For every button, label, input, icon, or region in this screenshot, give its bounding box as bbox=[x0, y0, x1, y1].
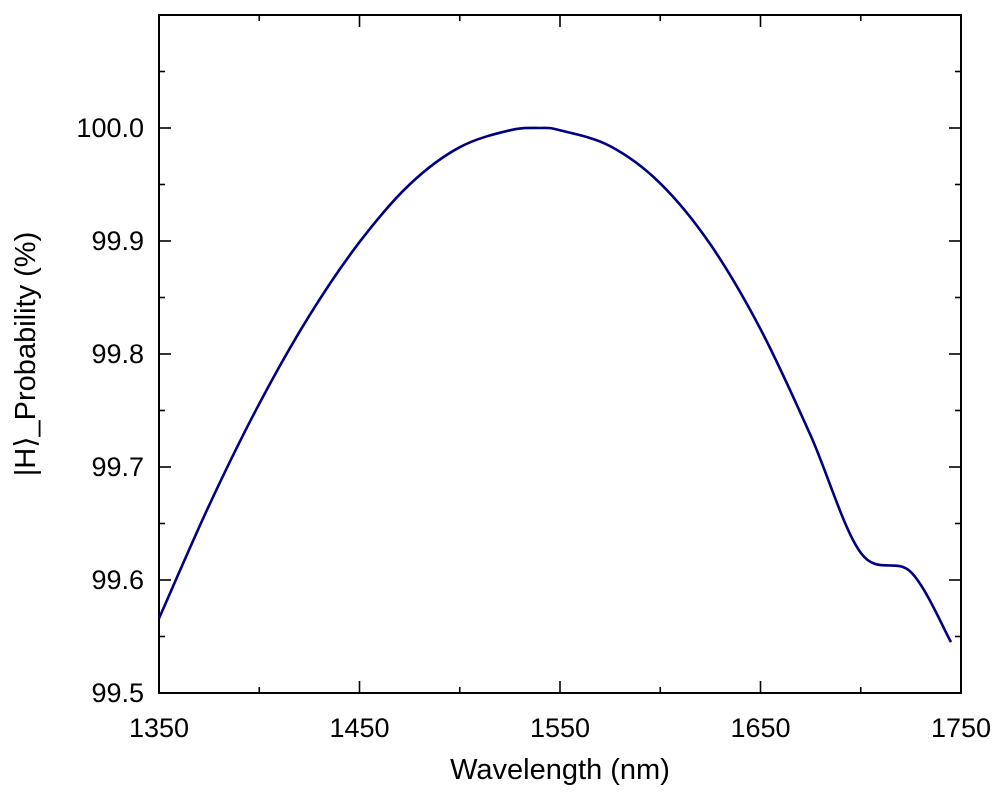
x-axis-title: Wavelength (nm) bbox=[450, 754, 670, 786]
x-tick-label: 1650 bbox=[730, 713, 790, 743]
axis-tick-labels: 1350 1450 1550 1650 1750 99.5 99.6 99.7 99.8 99.9… bbox=[76, 113, 991, 743]
y-tick-label: 99.6 bbox=[91, 565, 144, 595]
y-tick-label: 99.5 bbox=[91, 678, 144, 708]
plot-frame bbox=[158, 14, 962, 694]
x-tick-label: 1750 bbox=[931, 713, 991, 743]
y-tick-label: 99.7 bbox=[91, 452, 144, 482]
y-axis-title: |H⟩_Probability (%) bbox=[10, 232, 42, 476]
x-tick-label: 1350 bbox=[129, 713, 189, 743]
x-tick-label: 1550 bbox=[530, 713, 590, 743]
y-tick-label: 100.0 bbox=[76, 113, 144, 143]
y-tick-label: 99.8 bbox=[91, 339, 144, 369]
series-line bbox=[157, 126, 953, 643]
x-tick-label: 1450 bbox=[329, 713, 389, 743]
axis-ticks bbox=[158, 15, 962, 694]
y-tick-label: 99.9 bbox=[91, 226, 144, 256]
